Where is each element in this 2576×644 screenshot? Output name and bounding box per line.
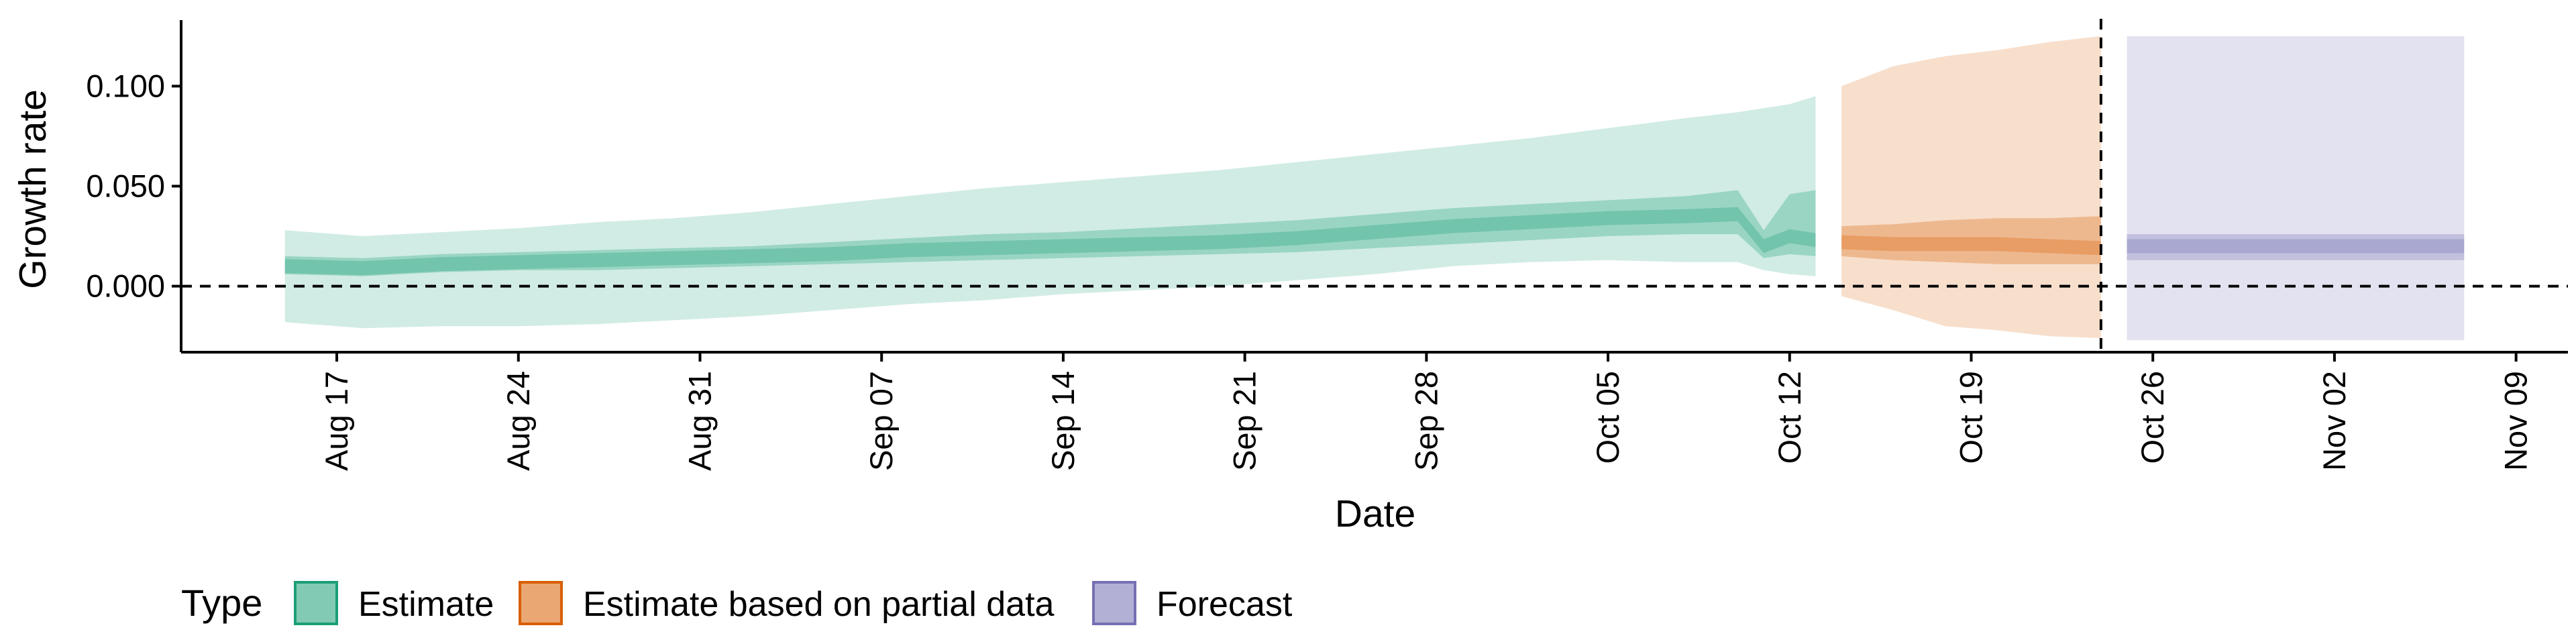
x-tick-label: Nov 09 [2498, 371, 2534, 471]
x-tick-label: Sep 28 [1408, 371, 1444, 471]
x-tick-label: Sep 07 [863, 371, 899, 471]
estimate-based-on-partial-data-90-interval-band [1841, 36, 2101, 339]
legend: Type Estimate Estimate based on partial d… [181, 581, 1293, 625]
x-tick-label: Sep 21 [1227, 371, 1263, 471]
forecast-90-interval-band [2127, 36, 2465, 341]
x-axis-title: Date [1335, 492, 1415, 535]
legend-swatch [1092, 581, 1136, 625]
forecast-50-interval-band [2127, 234, 2465, 260]
x-tick-label: Sep 14 [1045, 371, 1081, 471]
forecast-median-band [2127, 239, 2465, 254]
y-tick-label: 0.100 [86, 68, 165, 103]
y-axis-title: Growth rate [11, 89, 54, 289]
x-tick-label: Aug 17 [319, 371, 354, 471]
legend-entries: Estimate Estimate based on partial data Fo… [294, 581, 1293, 625]
y-tick-label: 0.000 [86, 268, 165, 304]
estimate-90-interval-band [284, 96, 1816, 329]
x-tick-label: Oct 12 [1772, 371, 1807, 464]
legend-label: Estimate [358, 585, 494, 624]
estimate-50-interval-band [284, 190, 1816, 276]
estimate-based-on-partial-data-median-band [1841, 235, 2101, 256]
y-tick-label: 0.050 [86, 168, 165, 204]
x-tick-label: Nov 02 [2316, 371, 2352, 471]
x-tick-label: Oct 19 [1953, 371, 1989, 464]
x-tick-label: Aug 24 [500, 371, 536, 471]
x-tick-label: Oct 26 [2135, 371, 2170, 464]
legend-swatch [294, 581, 338, 625]
legend-title: Type [181, 582, 262, 624]
legend-label: Forecast [1157, 585, 1293, 624]
legend-swatch [519, 581, 563, 625]
legend-label: Estimate based on partial data [583, 585, 1055, 624]
x-tick-label: Oct 05 [1590, 371, 1625, 464]
plot-area [181, 19, 2568, 352]
estimate-median-band [284, 207, 1816, 276]
estimate-based-on-partial-data-50-interval-band [1841, 216, 2101, 264]
axes: 0.000 0.050 0.100 Aug 17 Aug 24 Aug 31 Sep 07 S… [86, 20, 2568, 471]
x-tick-label: Aug 31 [682, 371, 717, 471]
